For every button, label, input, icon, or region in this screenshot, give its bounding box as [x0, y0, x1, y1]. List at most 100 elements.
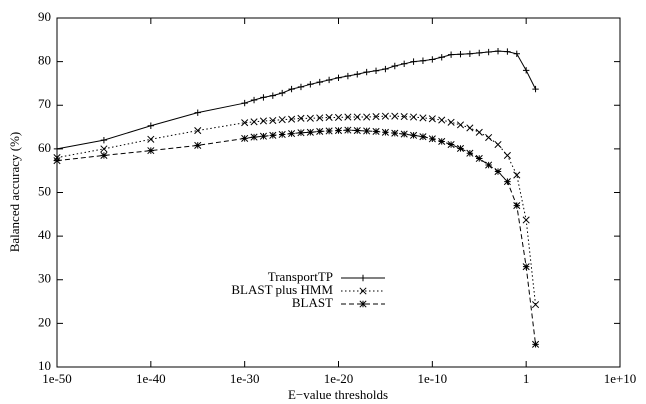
marker	[147, 135, 155, 143]
marker	[344, 126, 352, 134]
marker	[410, 131, 418, 139]
marker	[344, 113, 352, 121]
marker	[297, 114, 305, 122]
marker	[419, 133, 427, 141]
marker	[475, 154, 483, 163]
marker	[53, 157, 61, 165]
marker	[269, 92, 277, 99]
marker	[297, 83, 305, 91]
x-tick-label: 1e-10	[418, 371, 448, 386]
marker	[466, 50, 474, 57]
marker	[503, 178, 511, 186]
x-tick-label: 1e+10	[604, 371, 637, 386]
x-tick-label: 1	[523, 371, 530, 386]
marker	[307, 81, 314, 88]
legend-marker	[359, 300, 367, 308]
marker	[53, 145, 61, 153]
marker	[419, 57, 427, 64]
x-tick-label: 1e-50	[42, 371, 72, 386]
marker	[147, 147, 155, 155]
plot-frame	[56, 17, 621, 368]
marker	[476, 49, 483, 57]
marker	[363, 68, 370, 76]
marker	[381, 128, 389, 136]
marker	[391, 129, 399, 137]
marker	[100, 136, 108, 144]
marker	[410, 113, 418, 121]
marker	[438, 137, 446, 146]
marker	[259, 132, 267, 140]
marker	[297, 129, 305, 137]
marker	[504, 48, 511, 55]
marker	[475, 128, 483, 136]
series-line	[56, 129, 537, 345]
marker	[354, 71, 361, 78]
marker	[278, 116, 286, 124]
series-line	[56, 115, 537, 305]
marker	[250, 133, 258, 141]
marker	[438, 116, 446, 124]
y-tick-label: 50	[38, 183, 51, 198]
marker	[250, 96, 258, 104]
marker	[494, 140, 502, 149]
marker	[410, 58, 417, 65]
x-tick-label: 1e-30	[230, 371, 260, 386]
marker	[194, 126, 202, 135]
marker	[513, 171, 521, 179]
marker	[466, 124, 474, 132]
marker	[456, 121, 465, 129]
marker	[503, 151, 511, 159]
marker	[531, 301, 540, 309]
marker	[419, 114, 427, 122]
marker	[400, 113, 408, 121]
marker	[241, 134, 249, 142]
marker	[372, 113, 380, 121]
marker	[391, 112, 399, 120]
marker	[438, 54, 445, 61]
marker	[325, 113, 333, 122]
marker	[306, 114, 314, 122]
marker	[334, 126, 343, 135]
marker	[316, 114, 324, 122]
marker	[400, 60, 408, 68]
y-tick-label: 20	[38, 314, 51, 329]
marker	[485, 161, 493, 169]
x-tick-label: 1e-20	[324, 371, 354, 386]
y-tick-label: 30	[38, 271, 51, 286]
marker	[372, 127, 380, 135]
marker	[334, 113, 343, 122]
marker	[288, 115, 296, 123]
y-axis-label: Balanced accuracy (%)	[7, 132, 22, 253]
marker	[456, 144, 465, 152]
marker	[250, 118, 258, 126]
marker	[241, 99, 248, 107]
marker	[532, 85, 539, 93]
marker	[269, 131, 277, 139]
marker	[382, 65, 389, 73]
marker	[288, 85, 295, 93]
y-tick-label: 80	[38, 53, 51, 68]
marker	[363, 127, 371, 135]
y-tick-label: 60	[38, 140, 51, 155]
marker	[100, 145, 108, 153]
marker	[279, 89, 286, 97]
x-tick-label: 1e-40	[136, 371, 166, 386]
y-tick-label: 10	[38, 358, 51, 373]
marker	[335, 74, 342, 81]
marker	[381, 112, 389, 120]
marker	[522, 216, 530, 224]
marker	[513, 202, 521, 210]
marker	[485, 48, 492, 56]
legend-label: BLAST plus HMM	[231, 282, 333, 297]
marker	[372, 67, 380, 74]
marker	[447, 51, 455, 58]
marker	[344, 72, 352, 80]
marker	[288, 130, 296, 138]
marker	[494, 168, 502, 176]
marker	[513, 50, 520, 57]
legend-marker	[359, 287, 367, 295]
marker	[522, 67, 530, 74]
marker	[316, 127, 324, 135]
